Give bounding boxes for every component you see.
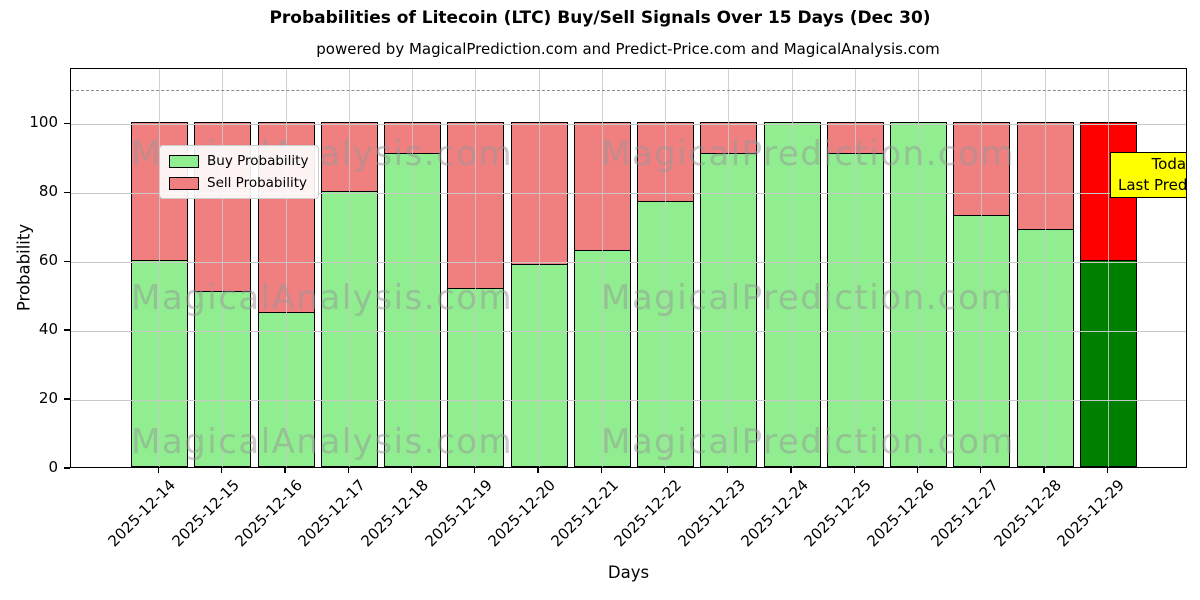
y-tick-label-60: 60 [38,251,58,270]
x-tick-2025-12-28 [1043,468,1045,473]
x-tick-2025-12-16 [284,468,286,473]
x-tick-2025-12-14 [157,468,160,473]
chart-subtitle: powered by MagicalPrediction.com and Pre… [316,40,940,58]
h-gridline-20 [71,399,1186,401]
legend: Buy Probability Sell Probability [159,145,320,199]
x-tick-label-2025-12-21: 2025-12-21 [547,476,622,551]
v-gridline-2025-12-29 [1107,69,1109,467]
y-tick-40 [64,329,70,331]
h-gridline-80 [71,192,1186,194]
x-tick-label-2025-12-23: 2025-12-23 [674,476,749,551]
x-tick-label-2025-12-16: 2025-12-16 [231,476,306,551]
x-axis-label: Days [607,563,650,582]
x-tick-label-2025-12-17: 2025-12-17 [294,476,369,551]
y-tick-label-80: 80 [38,182,58,201]
x-tick-2025-12-19 [474,468,476,473]
v-gridline-2025-12-28 [1044,69,1046,467]
x-tick-label-2025-12-14: 2025-12-14 [104,476,180,551]
sell-probability-swatch-icon [169,176,199,190]
v-gridline-2025-12-23 [728,69,730,467]
x-tick-2025-12-26 [916,468,919,473]
y-tick-label-20: 20 [38,389,58,408]
y-tick-20 [64,398,70,400]
x-tick-label-2025-12-27: 2025-12-27 [927,476,1002,551]
h-gridline-100 [71,123,1186,125]
today-annotation-line2: Last Prediction [1118,176,1187,194]
plot-area: MagicalAnalysis.com MagicalPrediction.com… [70,68,1187,468]
v-gridline-2025-12-15 [222,69,224,467]
x-tick-2025-12-25 [853,468,855,473]
x-tick-label-2025-12-24: 2025-12-24 [737,476,812,551]
legend-item-buy: Buy Probability [169,153,308,169]
x-tick-2025-12-23 [727,468,729,473]
x-tick-label-2025-12-18: 2025-12-18 [357,476,433,551]
x-tick-2025-12-29 [1106,468,1108,473]
chart-title: Probabilities of Litecoin (LTC) Buy/Sell… [269,8,931,28]
threshold-dashed-line [71,89,1186,91]
x-tick-2025-12-17 [347,468,349,473]
x-tick-2025-12-27 [980,468,982,473]
x-tick-label-2025-12-15: 2025-12-15 [168,476,243,551]
v-gridline-2025-12-16 [285,69,287,467]
y-tick-label-0: 0 [48,458,58,476]
today-annotation-line1: Today [1151,155,1187,173]
x-tick-2025-12-20 [537,468,539,473]
y-tick-label-40: 40 [38,320,58,339]
legend-label-buy: Buy Probability [207,153,309,169]
h-gridline-40 [71,330,1186,332]
buy-probability-swatch-icon [169,154,199,168]
v-gridline-2025-12-24 [791,69,793,467]
x-tick-label-2025-12-29: 2025-12-29 [1053,476,1128,551]
x-tick-label-2025-12-28: 2025-12-28 [990,476,1065,551]
x-tick-label-2025-12-19: 2025-12-19 [421,476,496,551]
x-tick-label-2025-12-22: 2025-12-22 [610,476,686,551]
y-tick-100 [64,122,70,124]
y-tick-60 [64,260,70,262]
legend-item-sell: Sell Probability [169,175,308,191]
v-gridline-2025-12-17 [348,69,350,467]
x-tick-label-2025-12-26: 2025-12-26 [863,476,939,551]
v-gridline-2025-12-18 [412,69,413,467]
y-tick-80 [64,191,70,193]
x-tick-2025-12-18 [410,468,413,473]
x-tick-label-2025-12-20: 2025-12-20 [484,476,559,551]
x-tick-label-2025-12-25: 2025-12-25 [800,476,875,551]
v-gridline-2025-12-25 [854,69,856,467]
v-gridline-2025-12-14 [159,69,160,467]
x-tick-2025-12-21 [600,468,602,473]
v-gridline-2025-12-20 [538,69,540,467]
x-tick-2025-12-24 [790,468,792,473]
h-gridline-60 [71,261,1186,263]
today-annotation-box: Today Last Prediction [1110,152,1187,198]
y-tick-label-100: 100 [29,113,58,132]
v-gridline-2025-12-22 [665,69,666,467]
legend-label-sell: Sell Probability [207,175,308,191]
x-tick-2025-12-15 [221,468,223,473]
v-gridline-2025-12-27 [981,69,983,467]
x-tick-2025-12-22 [663,468,666,473]
v-gridline-2025-12-19 [475,69,477,467]
v-gridline-2025-12-26 [918,69,919,467]
v-gridline-2025-12-21 [601,69,603,467]
y-tick-0 [64,467,70,469]
